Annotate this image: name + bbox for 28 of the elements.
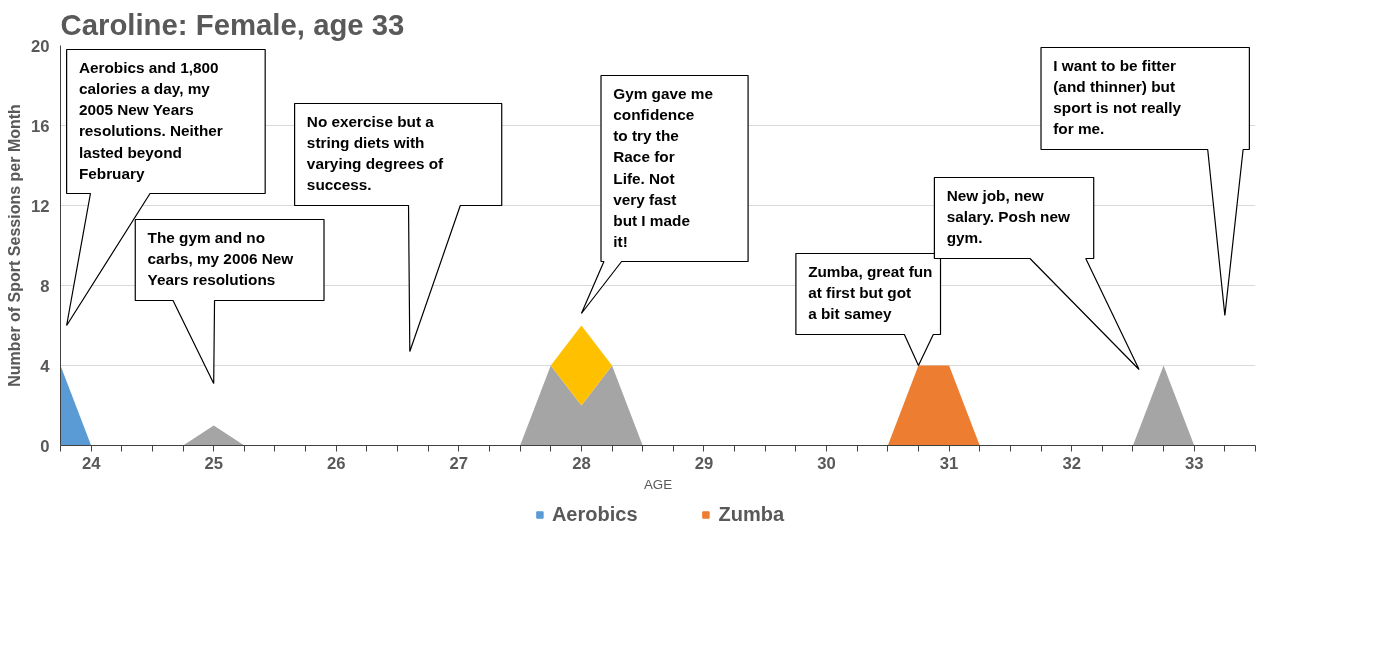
x-axis-title: AGE xyxy=(643,476,673,492)
x-tick-label: 29 xyxy=(694,453,714,473)
x-tick-label: 30 xyxy=(817,453,836,473)
annotation: I want to be fitter (and thinner) but sport is not really for me. xyxy=(1053,56,1182,138)
annotation: The gym and no carbs, my 2006 New Years resolutions xyxy=(147,228,294,288)
x-tick-label: 25 xyxy=(204,453,223,473)
annotation: Gym gave me confidence to try the Race for Life. Not very fast but I made it! xyxy=(613,84,713,251)
legend-label: Zumba xyxy=(718,502,785,526)
x-tick-label: 24 xyxy=(81,453,102,473)
y-tick-label: 16 xyxy=(30,116,50,136)
x-tick-label: 28 xyxy=(572,453,591,473)
y-tick-label: 0 xyxy=(40,436,50,456)
x-tick-label: 27 xyxy=(449,453,469,473)
annotation: Zumba, great fun at first but got a bit samey xyxy=(808,262,933,322)
y-tick-label: 8 xyxy=(40,276,50,296)
annotation: Aerobics and 1,800 calories a day, my 2005 New Years resolutions. Neither lasted beyond February xyxy=(78,58,223,182)
y-axis-title: Number of Sport Sessions per Month xyxy=(5,104,23,387)
y-tick-label: 20 xyxy=(30,36,50,56)
x-tick-label: 33 xyxy=(1184,453,1204,473)
x-tick-label: 32 xyxy=(1062,453,1081,473)
y-tick-label: 12 xyxy=(30,196,50,216)
legend-label: Aerobics xyxy=(551,502,638,526)
x-tick-label: 31 xyxy=(939,453,959,473)
chart-title: Caroline: Female, age 33 xyxy=(60,7,405,41)
x-tick-label: 26 xyxy=(327,453,346,473)
annotation: No exercise but a string diets with varying degrees of success. xyxy=(306,112,445,194)
annotation: New job, new salary. Posh new gym. xyxy=(946,186,1070,246)
y-tick-label: 4 xyxy=(40,356,51,376)
